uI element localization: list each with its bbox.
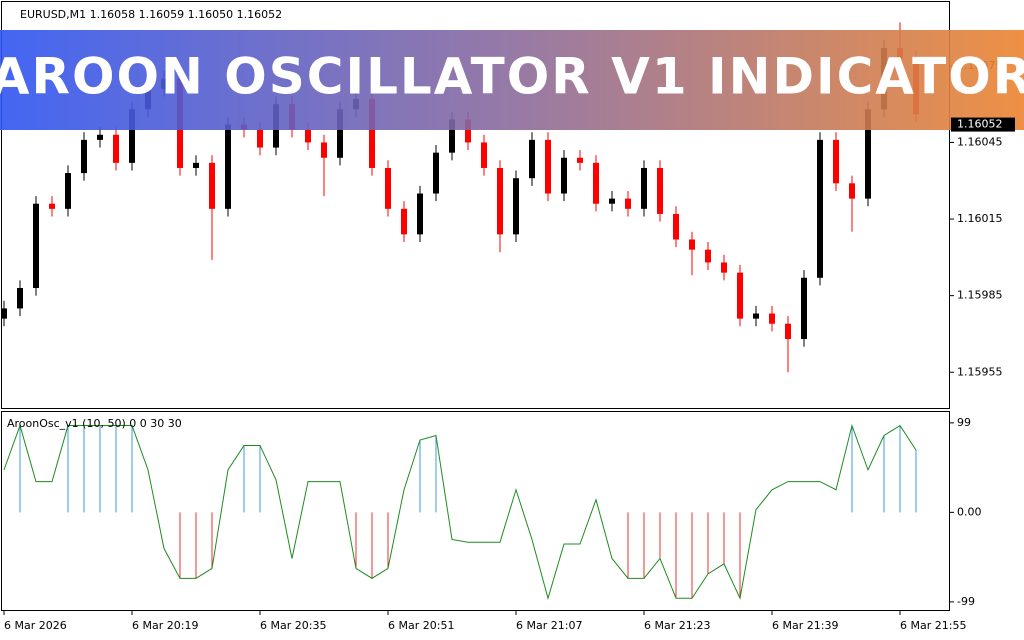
candle-body xyxy=(81,139,87,174)
y-tick-label: 1.15985 xyxy=(957,289,1003,302)
banner-title: AROON OSCILLATOR V1 INDICATOR xyxy=(0,48,1024,106)
candle-body xyxy=(849,183,855,199)
candle-body xyxy=(369,99,375,168)
indicator-title: AroonOsc_v1 (10, 50) 0 0 30 30 xyxy=(7,417,182,430)
candle-body xyxy=(817,139,823,278)
oscillator-line xyxy=(3,423,917,601)
candle-body xyxy=(305,129,311,143)
candle-body xyxy=(529,139,535,179)
candle-body xyxy=(1,308,7,319)
candle-body xyxy=(449,119,455,153)
candle-body xyxy=(417,193,423,235)
candle-body xyxy=(689,239,695,250)
candle-body xyxy=(737,272,743,319)
candle-body xyxy=(641,167,647,209)
candle-body xyxy=(865,109,871,199)
candle-body xyxy=(385,167,391,209)
candle-body xyxy=(609,198,615,204)
overlay: 1.16052 xyxy=(951,117,1015,132)
chart-title: EURUSD,M1 1.16058 1.16059 1.16050 1.1605… xyxy=(20,8,282,21)
candle-body xyxy=(833,139,839,184)
candle-body xyxy=(97,134,103,140)
x-tick-label: 6 Mar 21:23 xyxy=(644,619,710,632)
candle-body xyxy=(465,119,471,143)
y-tick-label: 1.16045 xyxy=(957,135,1003,148)
candle-body xyxy=(785,323,791,340)
candle-body xyxy=(113,134,119,163)
x-tick-label: 6 Mar 20:51 xyxy=(388,619,454,632)
candle-body xyxy=(129,109,135,163)
x-tick-label: 6 Mar 2026 xyxy=(4,619,67,632)
candle-body xyxy=(753,313,759,319)
candle-body xyxy=(705,249,711,263)
candle-body xyxy=(561,157,567,194)
candle-body xyxy=(801,277,807,340)
marks: 1.159551.159851.160151.160451.16075990.0… xyxy=(1,22,1003,632)
candle-body xyxy=(497,167,503,235)
y-tick-label: 1.15955 xyxy=(957,365,1003,378)
candle-body xyxy=(17,287,23,309)
banner xyxy=(0,30,1024,130)
candle-body xyxy=(657,167,663,214)
candle-body xyxy=(513,178,519,235)
candle-body xyxy=(337,109,343,158)
x-tick-label: 6 Mar 21:55 xyxy=(900,619,966,632)
candle-body xyxy=(673,213,679,240)
candle-body xyxy=(721,262,727,273)
candle-body xyxy=(625,198,631,209)
candle-body xyxy=(257,129,263,148)
candle-body xyxy=(769,313,775,324)
candle-body xyxy=(321,142,327,158)
price-panel xyxy=(1,1,950,409)
candle-body xyxy=(209,162,215,209)
candle-body xyxy=(33,203,39,288)
candle-body xyxy=(433,152,439,194)
y-tick-label: 0.00 xyxy=(957,505,982,518)
last-price-label: 1.16052 xyxy=(957,118,1003,131)
candle-body xyxy=(577,157,583,163)
candle-body xyxy=(545,139,551,194)
candle-body xyxy=(225,124,231,209)
oscillator-panel xyxy=(1,411,950,611)
x-tick-label: 6 Mar 20:35 xyxy=(260,619,326,632)
candle-body xyxy=(65,173,71,209)
candle-body xyxy=(481,142,487,168)
candle-body xyxy=(193,162,199,168)
x-tick-label: 6 Mar 21:39 xyxy=(772,619,838,632)
y-tick-label: -99 xyxy=(957,595,975,608)
y-tick-label: 1.16015 xyxy=(957,212,1003,225)
x-tick-label: 6 Mar 21:07 xyxy=(516,619,582,632)
y-tick-label: 99 xyxy=(957,416,971,429)
candle-body xyxy=(593,162,599,204)
x-tick-label: 6 Mar 20:19 xyxy=(132,619,198,632)
candle-body xyxy=(401,208,407,235)
last-price-box xyxy=(951,117,1015,132)
candle-body xyxy=(49,203,55,209)
